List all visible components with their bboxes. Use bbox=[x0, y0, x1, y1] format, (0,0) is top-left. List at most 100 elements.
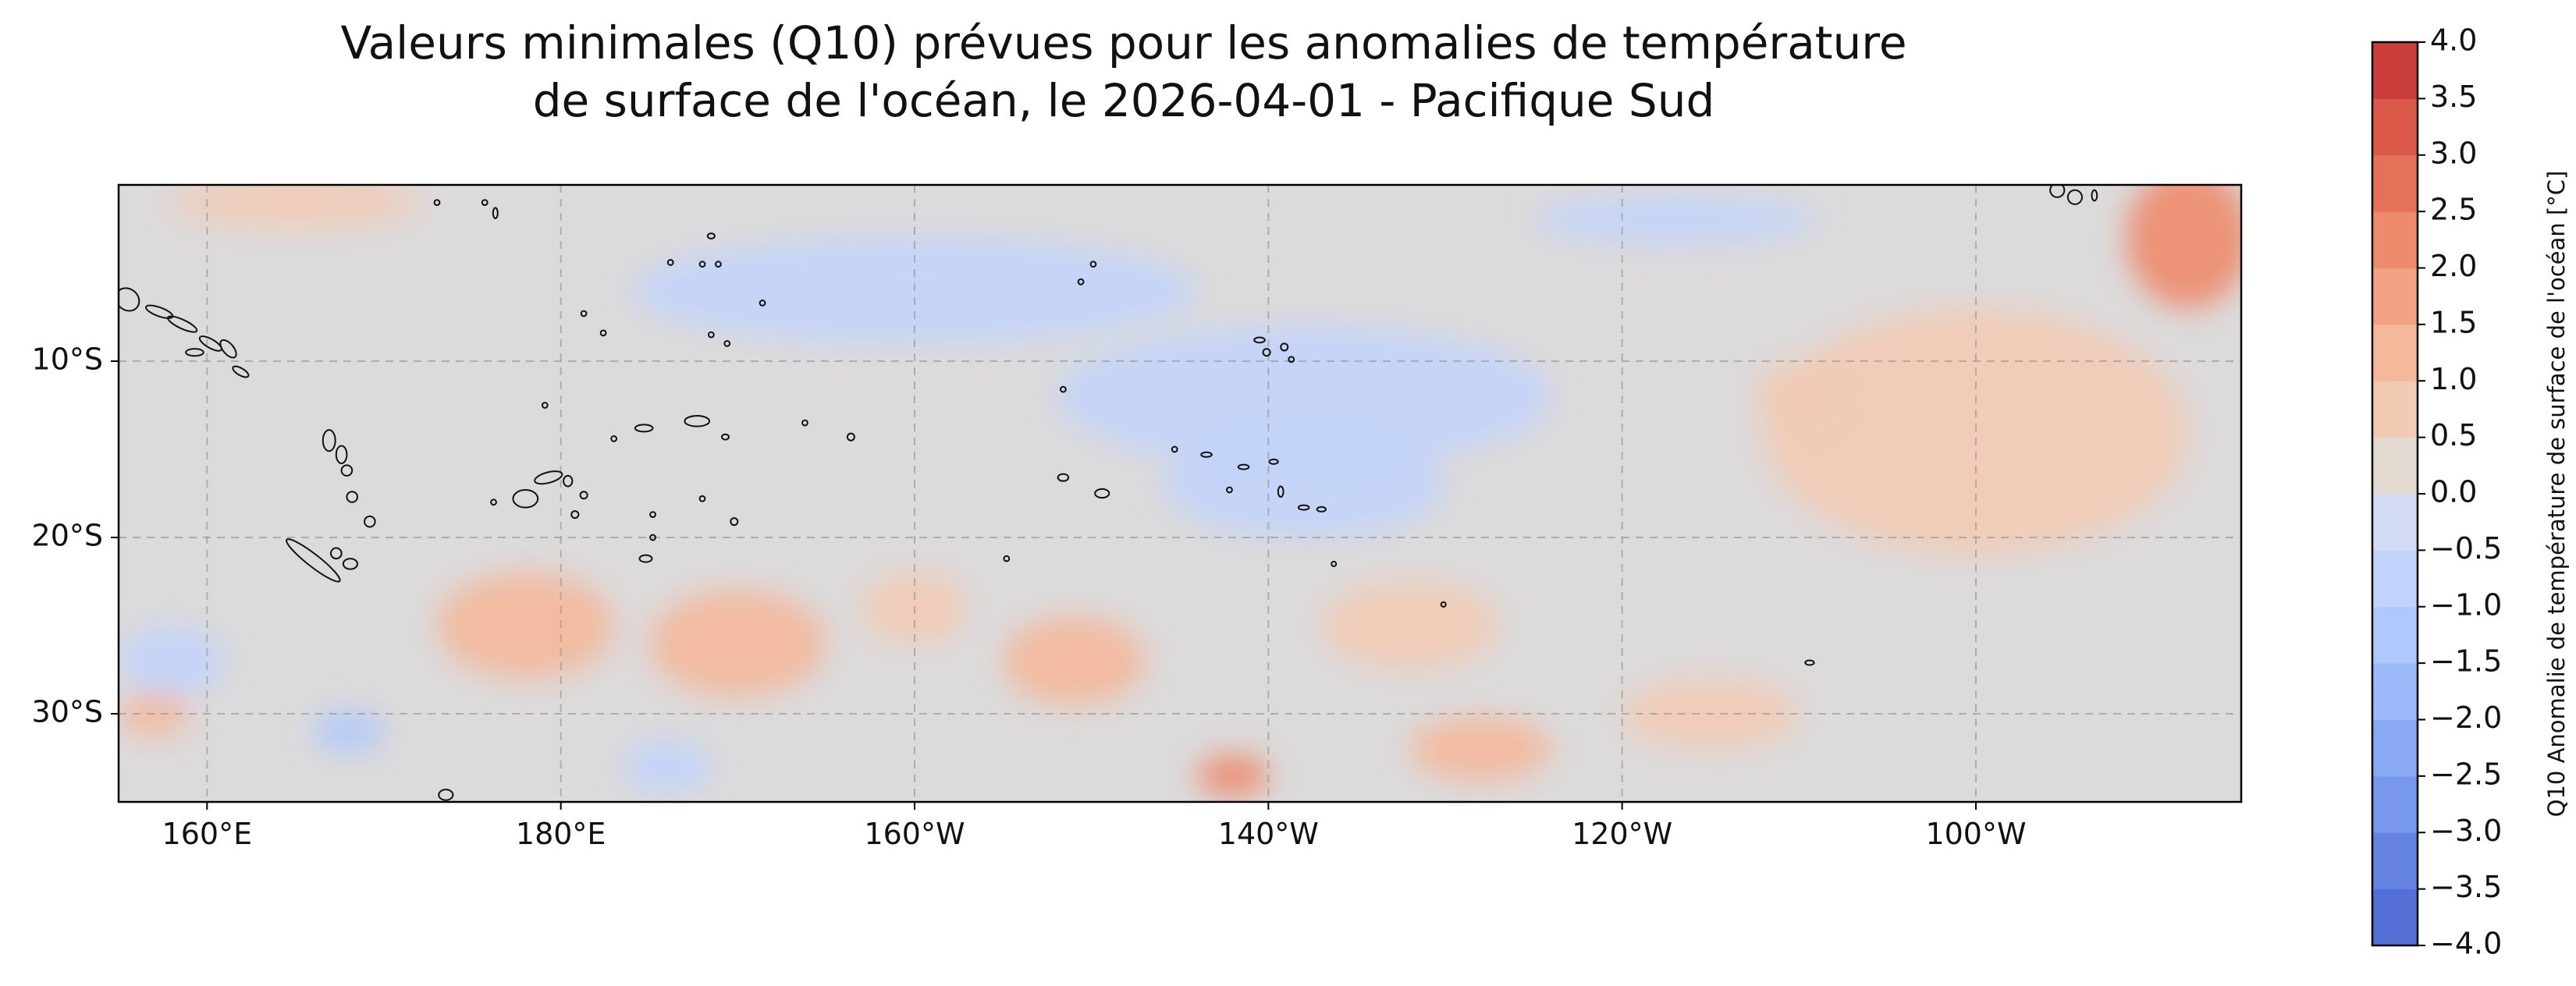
coastline-island bbox=[1089, 261, 1097, 268]
coastline-island bbox=[1253, 336, 1266, 344]
colorbar-label: Q10 Anomalie de température de surface d… bbox=[2543, 171, 2570, 818]
colorbar-tick-label: 1.0 bbox=[2430, 362, 2477, 396]
y-tick-label: 30°S bbox=[32, 695, 103, 729]
coastline-island bbox=[720, 433, 730, 441]
colorbar-tick-label: 4.0 bbox=[2430, 23, 2477, 58]
colorbar-tick-label: −0.5 bbox=[2430, 531, 2502, 566]
coastline-island bbox=[364, 515, 376, 528]
coastline-island bbox=[185, 348, 204, 357]
coastline-island bbox=[1268, 458, 1279, 465]
coastline-island bbox=[346, 491, 359, 503]
coastline-island bbox=[730, 517, 739, 527]
coastline-island bbox=[119, 287, 140, 312]
x-axis-ticks: 160°E 180°E 160°W 140°W 120°W 100°W bbox=[162, 802, 2027, 851]
coastline-island bbox=[481, 199, 489, 206]
colorbar-tick-label: 3.5 bbox=[2430, 80, 2477, 114]
coastline-island bbox=[1440, 601, 1447, 608]
coastline-island bbox=[490, 498, 497, 506]
colorbar-ticks: −4.0 −3.5 −3.0 −2.5 −2.0 −1.5 −1.0 −0.5 0.0 0.5 1.… bbox=[2418, 23, 2502, 961]
coastline-island bbox=[1331, 560, 1338, 567]
anomaly-patch bbox=[313, 710, 384, 753]
coastline-island bbox=[1171, 445, 1178, 453]
colorbar-tick-label: −1.0 bbox=[2430, 587, 2502, 622]
coastline-island bbox=[342, 558, 358, 570]
colorbar-tick-label: 0.5 bbox=[2430, 418, 2477, 452]
colorbar-tick-label: 1.5 bbox=[2430, 305, 2477, 339]
colorbar-band bbox=[2372, 719, 2418, 777]
coastlines bbox=[119, 185, 2098, 801]
coastline-island bbox=[1280, 342, 1289, 352]
anomaly-patch bbox=[1162, 431, 1445, 537]
anomaly-patch bbox=[1754, 361, 1843, 432]
coastline-island bbox=[801, 419, 808, 427]
colorbar-band bbox=[2372, 42, 2418, 99]
coastline-island bbox=[698, 261, 706, 268]
coastline-island bbox=[1262, 348, 1271, 357]
coastline-island bbox=[563, 474, 574, 488]
colorbar-tick-label: −1.5 bbox=[2430, 644, 2502, 679]
x-tick-label: 160°W bbox=[864, 817, 965, 851]
coastline-island bbox=[1200, 451, 1213, 458]
anomaly-patch bbox=[1003, 616, 1145, 705]
colorbar-band bbox=[2372, 381, 2418, 438]
coastline-island bbox=[1277, 485, 1284, 498]
colorbar-tick-label: −4.0 bbox=[2430, 927, 2502, 961]
coastline-island bbox=[649, 534, 656, 541]
colorbar-tick-label: 2.0 bbox=[2430, 249, 2477, 283]
coastline-island bbox=[610, 435, 618, 442]
anomaly-patch bbox=[1409, 717, 1552, 781]
colorbar-tick-label: 2.5 bbox=[2430, 193, 2477, 227]
anomaly-patch bbox=[1764, 308, 2188, 555]
map-frame bbox=[117, 183, 2243, 803]
colorbar-tick-label: −2.5 bbox=[2430, 757, 2502, 791]
colorbar-tick-label: 0.0 bbox=[2430, 475, 2477, 509]
map-plot-area bbox=[117, 183, 2243, 803]
coastline-island bbox=[2066, 189, 2084, 205]
coastline-island bbox=[580, 310, 588, 317]
anomaly-patch bbox=[1321, 581, 1498, 670]
coastline-island bbox=[698, 495, 706, 502]
colorbar-band bbox=[2372, 775, 2418, 833]
y-axis-ticks: 10°S 20°S 30°S bbox=[32, 342, 119, 729]
colorbar-band bbox=[2372, 888, 2418, 946]
coastline-island bbox=[1226, 486, 1233, 494]
coastline-island bbox=[706, 232, 716, 239]
coastline-island bbox=[1003, 555, 1011, 562]
coastline-island bbox=[1057, 473, 1070, 482]
coastline-island bbox=[846, 432, 855, 442]
coastline-island bbox=[438, 789, 454, 801]
colorbar-band bbox=[2372, 324, 2418, 381]
coastline-island bbox=[232, 365, 250, 378]
coastline-island bbox=[1804, 659, 1815, 666]
coastline-island bbox=[759, 300, 766, 307]
coastline-island bbox=[166, 315, 198, 333]
colorbar-band bbox=[2372, 606, 2418, 664]
colorbar-band bbox=[2372, 663, 2418, 720]
colorbar-tick-label: −2.0 bbox=[2430, 700, 2502, 735]
anomaly-patch bbox=[2126, 185, 2241, 309]
coastline-island bbox=[1060, 385, 1067, 393]
x-tick-label: 160°E bbox=[162, 817, 253, 851]
coastline-island bbox=[1237, 463, 1250, 470]
coastline-island bbox=[534, 470, 563, 485]
x-tick-label: 100°W bbox=[1925, 817, 2026, 851]
x-tick-label: 180°E bbox=[516, 817, 606, 851]
map-gridlines bbox=[119, 185, 2241, 802]
coastline-island bbox=[541, 402, 549, 409]
colorbar-tick-label: 3.0 bbox=[2430, 136, 2477, 170]
coastline-island bbox=[2091, 189, 2098, 202]
coastline-island bbox=[1288, 356, 1295, 364]
colorbar-band bbox=[2372, 437, 2418, 495]
colorbar-band bbox=[2372, 494, 2418, 551]
colorbar-band bbox=[2372, 154, 2418, 212]
coastline-island bbox=[1297, 504, 1310, 511]
sst-anomaly-field bbox=[119, 185, 2241, 797]
coastline-island bbox=[707, 331, 715, 339]
coastline-island bbox=[570, 510, 580, 520]
anomaly-patch bbox=[1197, 754, 1269, 797]
anomaly-patch bbox=[623, 740, 712, 793]
coastline-island bbox=[286, 538, 341, 583]
y-tick-label: 20°S bbox=[32, 519, 103, 553]
coastline-island bbox=[340, 464, 354, 477]
coastline-island bbox=[634, 424, 654, 433]
